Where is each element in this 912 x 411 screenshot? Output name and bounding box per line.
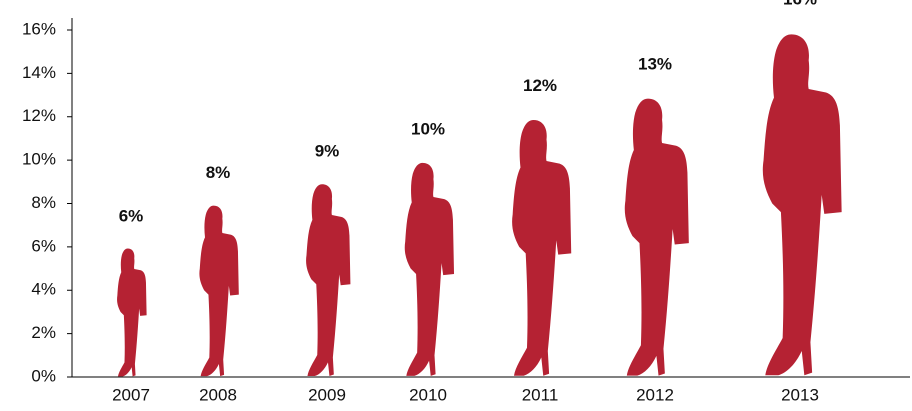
y-tick-label: 16% (22, 19, 56, 38)
y-tick-label: 6% (31, 236, 56, 255)
value-label: 8% (206, 163, 231, 182)
figure (512, 120, 572, 376)
x-tick-label: 2008 (199, 385, 237, 404)
figure (404, 162, 455, 376)
value-label: 6% (119, 206, 144, 225)
value-label: 12% (523, 76, 557, 95)
value-label: 13% (638, 55, 672, 74)
y-tick-label: 4% (31, 280, 56, 299)
y-tick-label: 10% (22, 150, 56, 169)
x-tick-label: 2009 (308, 385, 346, 404)
y-tick-label: 12% (22, 106, 56, 125)
figure (762, 34, 842, 376)
y-tick-label: 14% (22, 63, 56, 82)
figure (117, 248, 147, 377)
figure (624, 98, 689, 376)
y-tick-label: 2% (31, 323, 56, 342)
y-tick-label: 8% (31, 193, 56, 212)
x-tick-label: 2013 (781, 385, 819, 404)
x-tick-label: 2010 (409, 385, 447, 404)
value-label: 9% (315, 141, 340, 160)
y-tick-label: 0% (31, 366, 56, 385)
x-tick-label: 2012 (636, 385, 674, 404)
x-tick-label: 2011 (522, 385, 559, 404)
figure (306, 184, 351, 377)
value-label: 16% (783, 0, 817, 8)
figure (199, 205, 239, 377)
value-label: 10% (411, 120, 445, 139)
x-tick-label: 2007 (112, 385, 150, 404)
